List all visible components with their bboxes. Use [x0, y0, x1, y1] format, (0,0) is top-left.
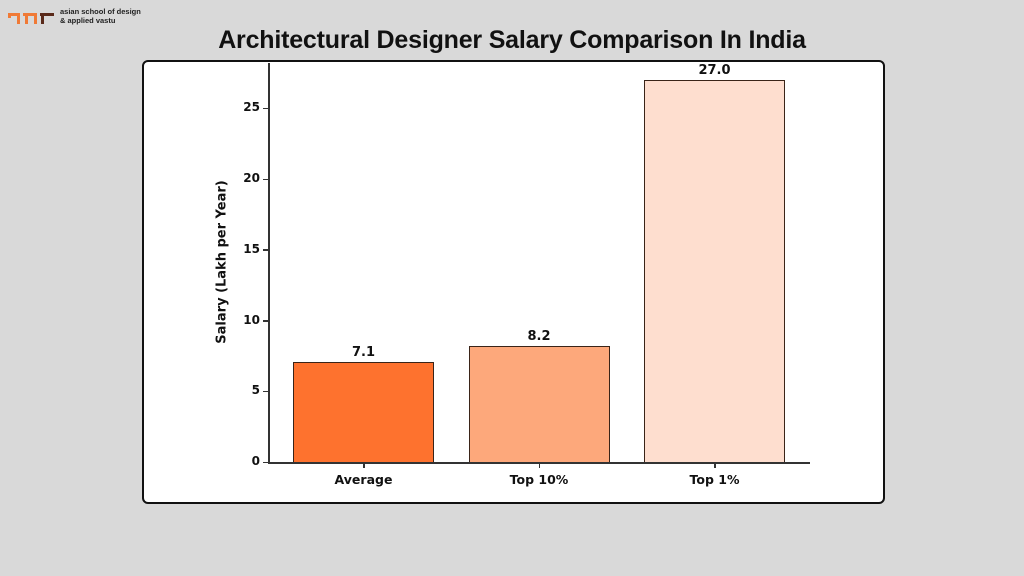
bar-value-label: 27.0 — [698, 62, 731, 78]
y-tick — [263, 461, 268, 463]
x-tick — [538, 463, 540, 468]
y-axis — [268, 63, 270, 463]
x-tick-label: Top 10% — [509, 472, 569, 487]
y-tick-label: 15 — [243, 241, 260, 256]
y-tick — [263, 178, 268, 181]
y-tick-label: 5 — [251, 383, 260, 398]
x-tick-label: Average — [334, 472, 393, 487]
x-tick-label: Top 1% — [689, 472, 740, 487]
y-tick — [263, 320, 268, 322]
x-axis — [268, 462, 810, 464]
bar-average — [293, 361, 434, 462]
brand-line-1: asian school of design — [60, 7, 141, 16]
logo-mark-icon — [8, 12, 54, 24]
y-tick — [263, 107, 268, 110]
page-title: Architectural Designer Salary Comparison… — [218, 26, 806, 54]
brand-line-2: & applied vastu — [60, 15, 116, 25]
y-tick — [263, 390, 268, 393]
y-tick-label: 20 — [243, 171, 260, 186]
brand-logo: asian school of design & applied vastu — [8, 7, 141, 25]
brand-name: asian school of design & applied vastu — [60, 7, 141, 25]
x-tick — [363, 463, 365, 468]
bar-top-1 — [644, 79, 785, 462]
y-tick-label: 0 — [251, 454, 260, 468]
y-tick — [263, 249, 268, 251]
bar-value-label: 7.1 — [351, 344, 376, 360]
bar-top-10 — [468, 345, 610, 462]
y-tick-label: 10 — [243, 312, 260, 327]
bar-value-label: 8.2 — [527, 328, 551, 344]
x-tick — [714, 463, 716, 468]
y-tick-label: 25 — [243, 100, 260, 115]
